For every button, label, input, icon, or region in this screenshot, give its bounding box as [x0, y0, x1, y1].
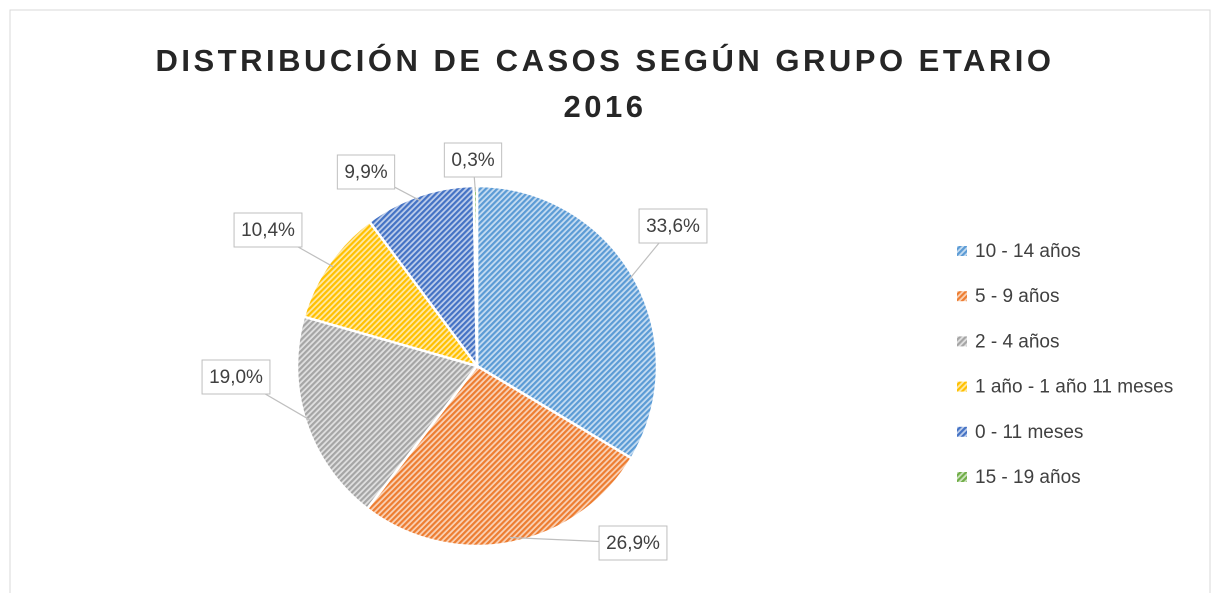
data-label: 33,6%	[646, 216, 700, 237]
pie-slice	[475, 184, 659, 460]
data-label: 0,3%	[451, 150, 494, 171]
data-label-box	[598, 525, 668, 561]
data-label-box	[201, 359, 271, 395]
legend-label: 2 - 4 años	[975, 331, 1060, 352]
legend-label: 0 - 11 meses	[975, 422, 1083, 443]
legend-label: 10 - 14 años	[975, 241, 1081, 262]
data-label: 9,9%	[344, 162, 387, 183]
legend-swatch	[957, 336, 967, 347]
legend-swatch	[957, 291, 967, 302]
legend-swatch	[957, 472, 967, 482]
pie-slice	[295, 315, 480, 511]
chart-border	[9, 9, 1211, 593]
legend-swatch	[957, 381, 967, 392]
legend-label: 1 año - 1 año 11 meses	[975, 377, 1173, 398]
data-label-box	[233, 212, 303, 248]
pie-slice	[367, 184, 479, 370]
data-label-box	[638, 208, 708, 244]
data-label-box	[443, 142, 503, 178]
pie-slice	[365, 364, 634, 548]
data-label: 10,4%	[241, 220, 295, 241]
legend-label: 15 - 19 años	[975, 467, 1081, 488]
data-label: 19,0%	[209, 367, 263, 388]
legend-swatch	[957, 246, 967, 256]
data-label-box	[336, 154, 396, 190]
legend-label: 5 - 9 años	[975, 286, 1060, 307]
chart-title: DISTRIBUCIÓN DE CASOS SEGÚN GRUPO ETARIO…	[155, 43, 1055, 124]
data-label: 26,9%	[606, 533, 660, 554]
legend-swatch	[957, 426, 967, 437]
